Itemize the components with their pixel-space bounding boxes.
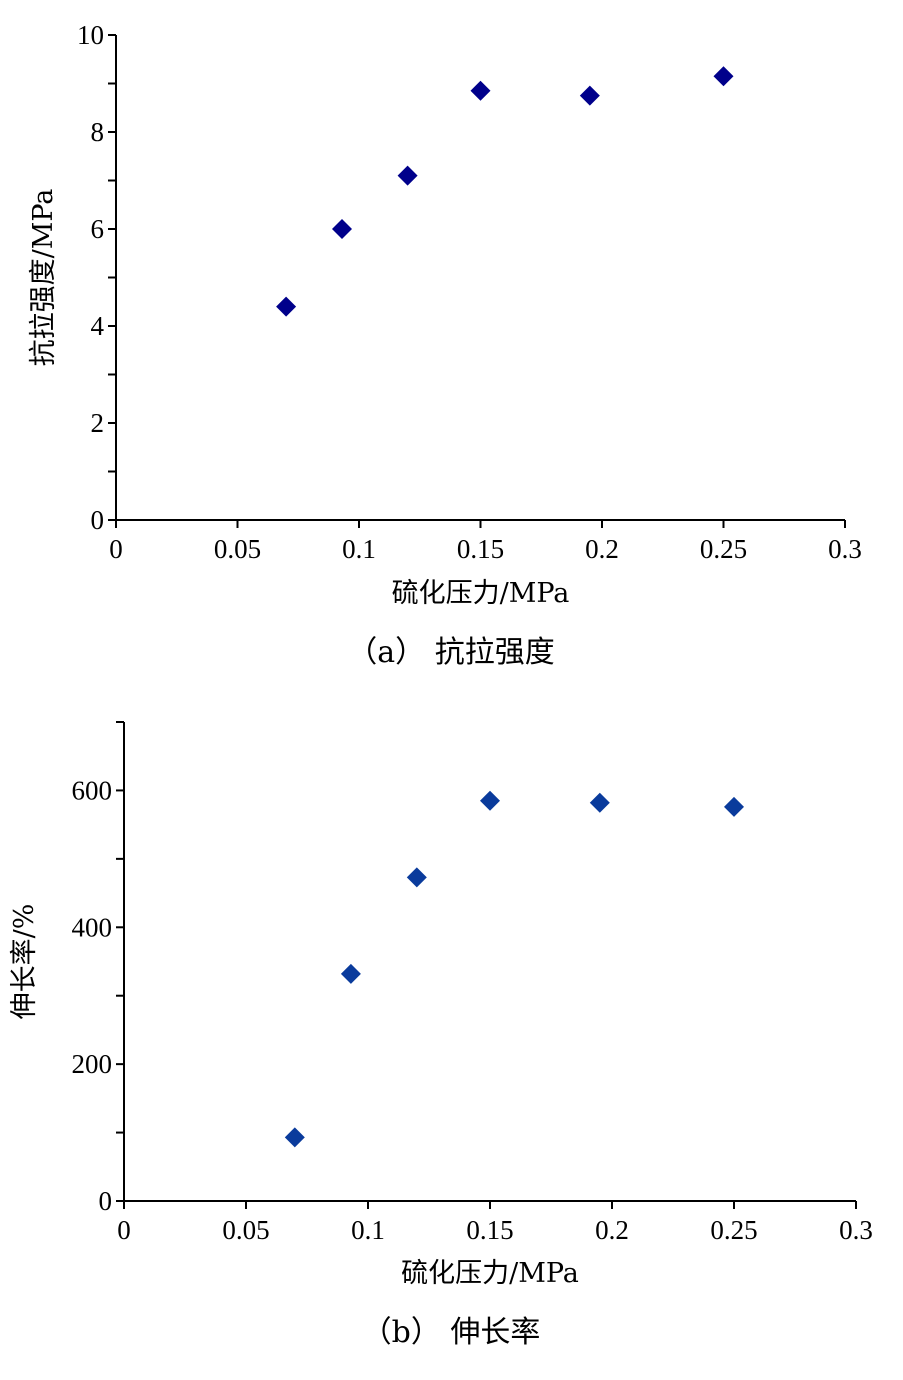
x-tick-label: 0: [117, 1215, 131, 1245]
y-tick-label: 600: [72, 775, 113, 805]
y-tick-label: 6: [91, 214, 105, 244]
data-point: [579, 85, 600, 106]
x-tick-label: 0.1: [351, 1215, 385, 1245]
y-tick-label: 4: [91, 311, 105, 341]
data-point: [284, 1127, 305, 1148]
x-tick-label: 0: [109, 534, 123, 564]
data-point: [276, 296, 297, 317]
elongation-chart: 0 0.05 0.1 0.15 0.2 0.25 0.3 0 200 400 600 硫化压力/M…: [9, 721, 873, 1350]
data-points: [276, 66, 734, 317]
y-tick-label: 0: [99, 1186, 113, 1216]
x-tick-label: 0.1: [342, 534, 376, 564]
x-tick-label: 0.05: [214, 534, 261, 564]
chart-caption: （a） 抗拉强度: [347, 635, 554, 670]
x-tick-label: 0.25: [700, 534, 747, 564]
data-point: [470, 80, 491, 101]
chart-caption: （b） 伸长率: [362, 1315, 541, 1350]
data-point: [724, 796, 744, 817]
data-point: [340, 963, 361, 984]
data-point: [589, 792, 610, 813]
data-point: [331, 219, 352, 239]
y-tick-label: 10: [77, 20, 104, 50]
x-tick-label: 0.2: [585, 534, 619, 564]
y-tick-label: 200: [72, 1049, 113, 1079]
data-point: [397, 165, 418, 186]
y-tick-label: 8: [91, 117, 105, 147]
x-ticks: 0 0.05 0.1 0.15 0.2 0.25 0.3: [109, 520, 862, 564]
x-ticks: 0 0.05 0.1 0.15 0.2 0.25 0.3: [117, 1201, 873, 1245]
data-point: [406, 867, 427, 888]
x-tick-label: 0.2: [595, 1215, 629, 1245]
y-ticks: 0 200 400 600: [72, 721, 124, 1216]
x-tick-label: 0.25: [710, 1215, 757, 1245]
x-tick-label: 0.3: [828, 534, 862, 564]
x-tick-label: 0.15: [457, 534, 504, 564]
x-axis-title: 硫化压力/MPa: [401, 1258, 579, 1289]
y-tick-label: 400: [72, 912, 113, 942]
y-ticks: 0 2 4 6 8 10: [77, 20, 116, 535]
y-tick-label: 0: [91, 505, 105, 535]
data-point: [480, 790, 500, 811]
x-tick-label: 0.3: [839, 1215, 873, 1245]
x-tick-label: 0.05: [222, 1215, 269, 1245]
x-tick-label: 0.15: [466, 1215, 513, 1245]
y-axis-title: 伸长率/%: [9, 904, 40, 1020]
y-tick-label: 2: [91, 408, 105, 438]
x-axis-title: 硫化压力/MPa: [392, 578, 570, 609]
data-point: [713, 66, 734, 87]
data-points: [284, 790, 744, 1148]
y-axis-title: 抗拉强度/MPa: [28, 189, 59, 367]
